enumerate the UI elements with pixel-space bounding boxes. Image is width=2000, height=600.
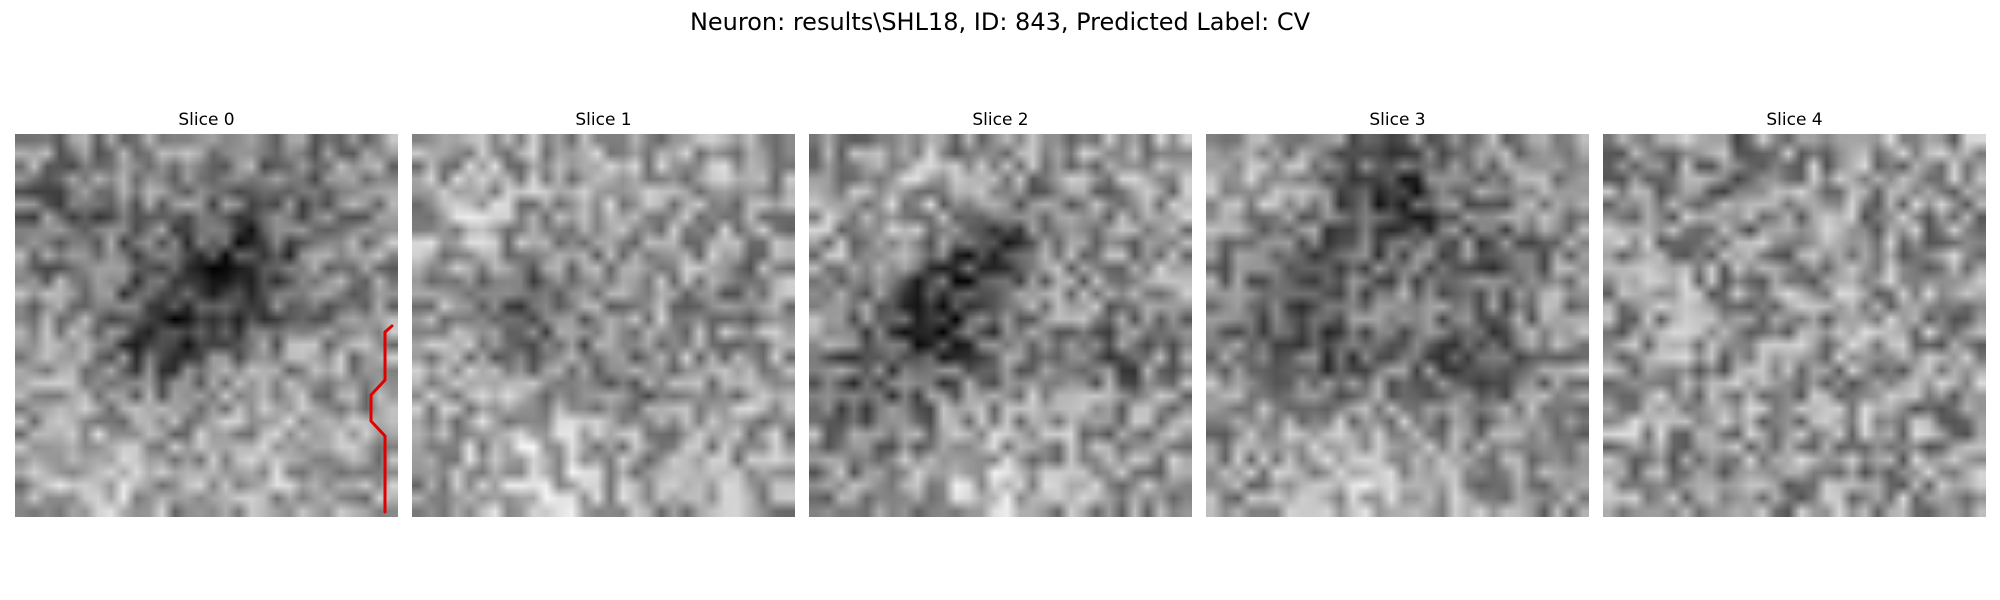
- panel-slice-0: Slice 0: [15, 108, 398, 522]
- slice-title: Slice 2: [972, 110, 1029, 130]
- figure-title: Neuron: results\SHL18, ID: 843, Predicte…: [689, 8, 1311, 36]
- slice-title: Slice 0: [178, 110, 235, 130]
- panel-slice-4: Slice 4: [1603, 108, 1986, 522]
- slice-title: Slice 4: [1766, 110, 1823, 130]
- slice-image: [15, 134, 398, 517]
- slice-title: Slice 1: [575, 110, 632, 130]
- slice-image: [1603, 134, 1986, 517]
- slice-image: [1206, 134, 1589, 517]
- panel-slice-3: Slice 3: [1206, 108, 1589, 522]
- slice-title: Slice 3: [1369, 110, 1426, 130]
- panel-slice-2: Slice 2: [809, 108, 1192, 522]
- panel-slice-1: Slice 1: [412, 108, 795, 522]
- slice-image: [809, 134, 1192, 517]
- slice-image: [412, 134, 795, 517]
